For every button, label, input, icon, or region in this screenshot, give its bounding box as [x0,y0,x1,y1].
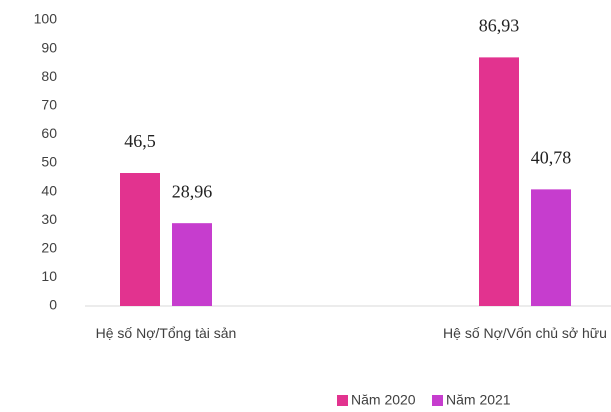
bar [479,57,519,306]
y-tick-label: 70 [41,97,57,113]
y-tick-label: 80 [41,68,57,84]
y-tick-label: 30 [41,211,57,227]
bar [172,223,212,306]
y-tick-label: 40 [41,182,57,198]
value-label: 86,93 [479,16,520,36]
y-tick-label: 60 [41,125,57,141]
x-tick-label: Hệ số Nợ/Vốn chủ sở hữu [443,325,607,341]
bar [120,173,160,306]
y-tick-label: 100 [34,11,58,27]
legend-label: Năm 2021 [446,392,511,408]
value-label: 28,96 [172,181,213,201]
value-label: 40,78 [531,147,572,167]
y-tick-label: 50 [41,154,57,170]
legend-label: Năm 2020 [351,392,416,408]
x-tick-label: Hệ số Nợ/Tổng tài sản [95,325,237,341]
y-tick-label: 90 [41,39,57,55]
legend-swatch [432,395,443,406]
bar [531,189,571,306]
y-tick-label: 0 [49,297,57,313]
value-label: 46,5 [124,131,156,151]
legend-swatch [337,395,348,406]
y-tick-label: 10 [41,268,57,284]
y-tick-label: 20 [41,240,57,256]
